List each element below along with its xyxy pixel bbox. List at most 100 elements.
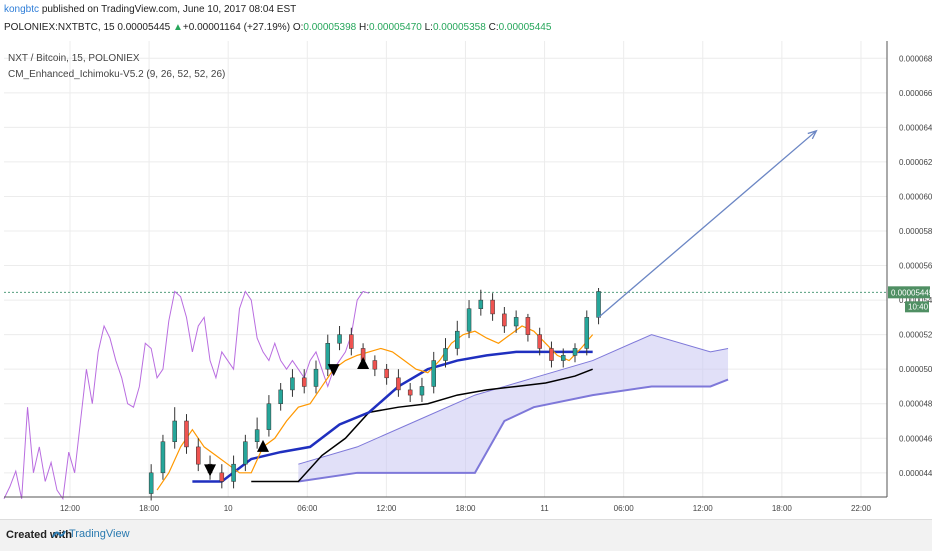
high-label: H: <box>359 22 369 33</box>
y-tick-label: 0.00005000 <box>899 365 932 374</box>
projection-arrow-line <box>598 130 817 318</box>
chikou-line <box>3 290 370 501</box>
candle-body <box>290 377 295 391</box>
indicator-label[interactable]: CM_Enhanced_Ichimoku-V5.2 (9, 26, 52, 52… <box>8 69 226 80</box>
last-price-badge: 0.00005445 <box>891 288 932 297</box>
time-axis[interactable]: 12:00 18:00 10 06:00 12:00 18:00 11 06:00 12:00 1… <box>4 496 887 513</box>
countdown-badge-bg <box>905 301 929 313</box>
y-tick-label: 0.00004800 <box>899 400 932 409</box>
candle-body <box>490 299 495 315</box>
last-price-badge-bg <box>888 286 930 299</box>
x-tick-label: 18:00 <box>772 504 793 513</box>
y-tick-label: 0.00004400 <box>899 469 932 478</box>
signal-marks <box>204 129 818 477</box>
candle-body <box>455 330 460 349</box>
low-label: L: <box>424 22 433 33</box>
y-tick-label: 0.00005600 <box>899 262 932 271</box>
author-link[interactable]: kongbtc <box>4 4 40 15</box>
x-tick-label: 18:00 <box>455 504 476 513</box>
y-tick-label: 0.00006000 <box>899 192 932 201</box>
candle-body <box>513 317 519 327</box>
x-tick-label: 06:00 <box>297 504 318 513</box>
candle-body <box>572 348 578 356</box>
symbol-label: POLONIEX:NXTBTC, 15 <box>4 22 115 33</box>
candle-body <box>502 313 507 327</box>
tenkan-line <box>156 325 594 491</box>
high-value: 0.00005470 <box>369 22 422 33</box>
x-tick-label: 06:00 <box>614 504 635 513</box>
candle-body <box>537 334 542 349</box>
candle-body <box>313 368 319 387</box>
close-label: C: <box>488 22 499 33</box>
sell-signal-mark <box>327 364 340 377</box>
candle-body <box>384 368 389 379</box>
change-arrow-icon: ▲ <box>173 22 183 33</box>
span-a-line <box>298 334 729 465</box>
x-tick-label: 18:00 <box>139 504 160 513</box>
lagging-span-line <box>251 368 593 483</box>
candle-body <box>172 420 177 442</box>
candle-body <box>431 360 436 387</box>
y-tick-label: 0.00005200 <box>899 331 932 340</box>
chart-title: NXT / Bitcoin, 15, POLONIEX <box>8 53 140 64</box>
candle-body <box>443 348 448 361</box>
candle-body <box>148 472 154 494</box>
y-tick-label: 0.00006600 <box>899 89 932 98</box>
candle-body <box>231 463 236 482</box>
y-tick-label: 0.00006800 <box>899 54 932 63</box>
candle-body <box>560 355 566 361</box>
x-tick-label: 12:00 <box>693 504 714 513</box>
published-text: published on TradingView.com, June 10, 2… <box>41 4 297 15</box>
x-tick-label: 22:00 <box>851 504 872 513</box>
low-value: 0.00005358 <box>432 22 486 33</box>
candle-body <box>349 334 354 349</box>
open-label: O: <box>292 22 304 33</box>
candle-body <box>243 441 248 465</box>
sell-signal-mark <box>204 464 217 477</box>
candle-body <box>478 299 484 309</box>
candle-body <box>549 348 554 361</box>
candle-body <box>301 377 307 387</box>
chart-area[interactable]: 0.00006800 0.00006600 0.00006400 0.00006200… <box>0 41 932 519</box>
x-tick-label: 11 <box>540 504 549 513</box>
candle-body <box>407 389 413 396</box>
candle-body <box>337 334 342 344</box>
candle-body <box>525 317 531 335</box>
candle-body <box>254 429 260 442</box>
x-tick-label: 12:00 <box>60 504 81 513</box>
brand-link[interactable]: TradingView <box>52 528 130 540</box>
close-value: 0.00005445 <box>498 22 552 33</box>
ohlc-line: POLONIEX:NXTBTC, 15 0.00005445 ▲+0.00001… <box>4 22 551 33</box>
footer: Created with TradingView <box>0 519 932 551</box>
countdown-badge: 10:40 <box>908 302 929 311</box>
candle-body <box>372 360 378 370</box>
cloud-fill <box>298 334 729 482</box>
buy-signal-mark <box>257 439 270 452</box>
y-tick-label: 0.00004600 <box>899 434 932 443</box>
span-b-line <box>298 378 729 483</box>
candle-body <box>160 441 166 474</box>
candle-body <box>196 446 201 465</box>
candles <box>148 288 601 501</box>
price-axis[interactable]: 0.00006800 0.00006600 0.00006400 0.00006200… <box>886 41 932 497</box>
x-tick-label: 12:00 <box>376 504 397 513</box>
candle-body <box>266 403 272 430</box>
price-chart[interactable]: 0.00006800 0.00006600 0.00006400 0.00006200… <box>0 41 932 519</box>
y-tick-label: 0.00006400 <box>899 123 932 132</box>
y-tick-label: 0.00005800 <box>899 227 932 236</box>
candle-body <box>325 343 331 370</box>
change-value: +0.00001164 (+27.19%) <box>182 22 291 33</box>
candle-body <box>219 472 225 482</box>
candle-body <box>419 386 425 396</box>
candle-body <box>466 308 472 332</box>
candle-body <box>396 377 401 391</box>
candle-body <box>584 317 590 349</box>
open-value: 0.00005398 <box>303 22 357 33</box>
x-tick-label: 10 <box>224 504 233 513</box>
candle-body <box>596 291 601 318</box>
price-badge: 0.00005445 10:40 <box>888 286 932 313</box>
candle-body <box>278 389 283 404</box>
brand-label: TradingView <box>69 528 130 540</box>
y-tick-label: 0.00006200 <box>899 158 932 167</box>
grid <box>4 41 887 497</box>
